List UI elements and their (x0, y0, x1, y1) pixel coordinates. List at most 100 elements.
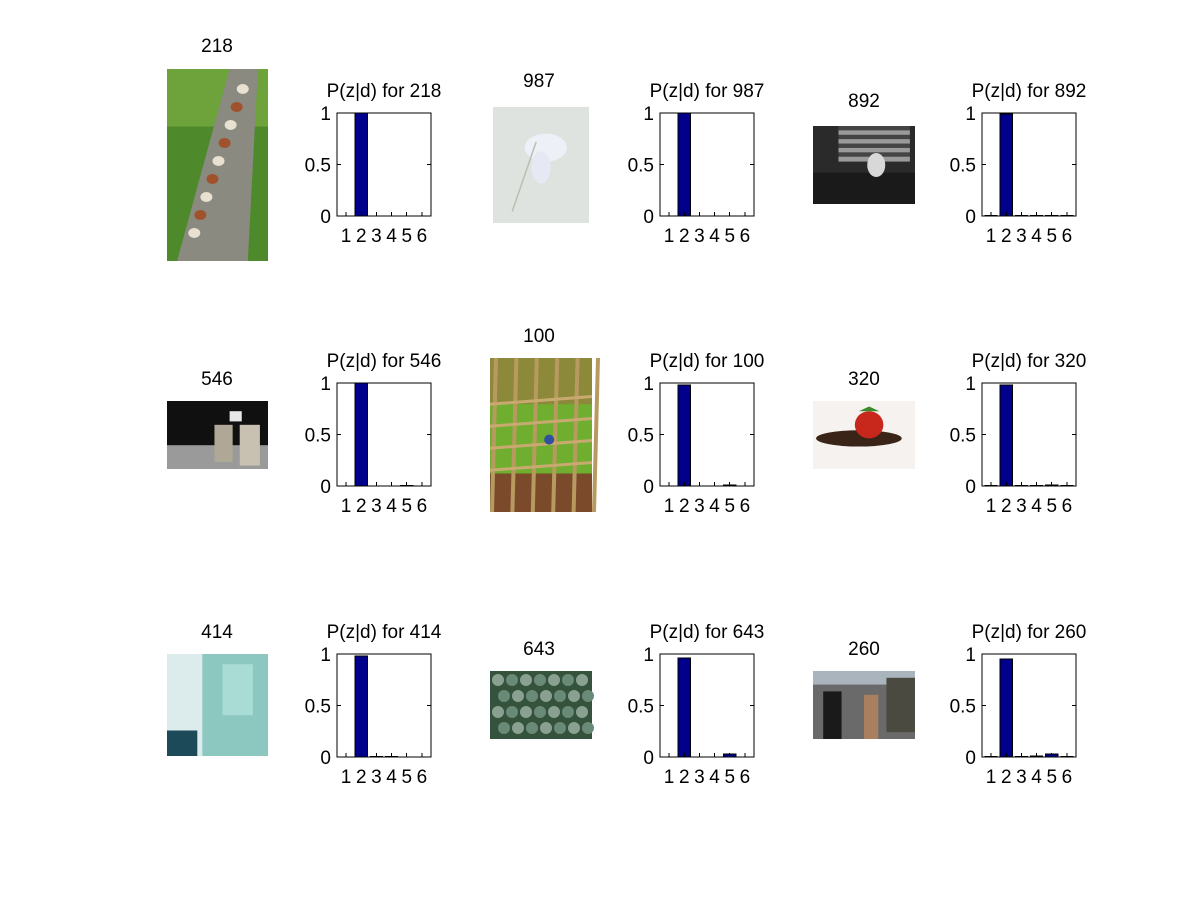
y-tick-label: 0.5 (950, 156, 976, 177)
succulent (498, 722, 510, 734)
y-tick-label: 0.5 (628, 697, 654, 718)
dog (230, 102, 243, 112)
x-tick-label: 2 (356, 767, 367, 788)
photo-987 (493, 107, 589, 223)
x-tick-label: 6 (417, 496, 428, 517)
photo-218 (167, 69, 268, 261)
succulent (520, 706, 532, 718)
x-tick-label: 5 (401, 226, 412, 247)
fence-post (510, 357, 519, 513)
succulent (554, 722, 566, 734)
x-tick-label: 2 (356, 226, 367, 247)
y-tick-label: 0 (320, 207, 331, 228)
photo-detail (838, 143, 910, 149)
image-label: 260 (848, 639, 880, 660)
dog (206, 174, 219, 184)
chart-title: P(z|d) for 260 (972, 622, 1087, 643)
photo-643 (490, 671, 594, 739)
x-tick-label: 3 (694, 496, 705, 517)
x-tick-label: 2 (1001, 767, 1012, 788)
strawberry-leaf (858, 406, 880, 412)
y-tick-label: 1 (643, 104, 654, 125)
x-tick-label: 4 (1031, 496, 1042, 517)
succulent (506, 674, 518, 686)
succulent (568, 690, 580, 702)
ring-gem (229, 411, 242, 422)
image-label: 546 (201, 369, 233, 390)
x-tick-label: 2 (1001, 496, 1012, 517)
photo-546 (167, 401, 268, 469)
flower-petal (531, 151, 551, 184)
succulent (506, 706, 518, 718)
y-tick-label: 0.5 (950, 697, 976, 718)
succulent (492, 674, 504, 686)
y-tick-label: 1 (965, 374, 976, 395)
photo-detail (838, 130, 910, 136)
photo-414 (167, 654, 268, 756)
y-tick-label: 0 (965, 748, 976, 769)
succulent (576, 706, 588, 718)
fence-rail (489, 417, 593, 428)
bar-2 (677, 384, 691, 487)
x-tick-label: 2 (679, 226, 690, 247)
succulent (540, 722, 552, 734)
x-tick-label: 3 (371, 496, 382, 517)
bar-2 (999, 658, 1013, 758)
x-tick-label: 3 (371, 226, 382, 247)
x-tick-label: 5 (1046, 226, 1057, 247)
image-label: 100 (523, 326, 555, 347)
fence-post (592, 357, 600, 513)
dog (212, 156, 225, 166)
chart-title: P(z|d) for 218 (327, 81, 442, 102)
plot-frame (981, 653, 1077, 758)
image-label: 892 (848, 91, 880, 112)
photo-detail (167, 730, 198, 756)
succulent (582, 722, 594, 734)
y-tick-label: 1 (320, 645, 331, 666)
chart-title: P(z|d) for 643 (650, 622, 765, 643)
bar-2 (354, 112, 368, 217)
x-tick-label: 2 (356, 496, 367, 517)
x-tick-label: 3 (371, 767, 382, 788)
gardener (544, 434, 555, 445)
y-tick-label: 0 (643, 477, 654, 498)
succulent (548, 706, 560, 718)
x-tick-label: 2 (679, 496, 690, 517)
photo-detail (886, 677, 915, 733)
image-label: 643 (523, 639, 555, 660)
x-tick-label: 4 (1031, 767, 1042, 788)
photo-892 (813, 126, 915, 204)
chart-title: P(z|d) for 546 (327, 351, 442, 372)
chart-title: P(z|d) for 892 (972, 81, 1087, 102)
succulent (520, 674, 532, 686)
x-tick-label: 5 (724, 226, 735, 247)
succulent (568, 722, 580, 734)
succulent (562, 674, 574, 686)
bar-2 (677, 112, 691, 217)
x-tick-label: 5 (724, 767, 735, 788)
succulent (526, 690, 538, 702)
x-tick-label: 4 (386, 496, 397, 517)
x-tick-label: 5 (1046, 767, 1057, 788)
y-tick-label: 0.5 (305, 697, 331, 718)
ring (214, 424, 233, 463)
fence-post (530, 357, 539, 513)
x-tick-label: 6 (417, 767, 428, 788)
ring (239, 424, 260, 466)
x-tick-label: 1 (341, 496, 352, 517)
y-tick-label: 1 (320, 374, 331, 395)
x-tick-label: 1 (986, 226, 997, 247)
chart-title: P(z|d) for 414 (327, 622, 442, 643)
x-tick-label: 3 (1016, 496, 1027, 517)
person (823, 691, 842, 739)
plot-frame (659, 382, 755, 487)
